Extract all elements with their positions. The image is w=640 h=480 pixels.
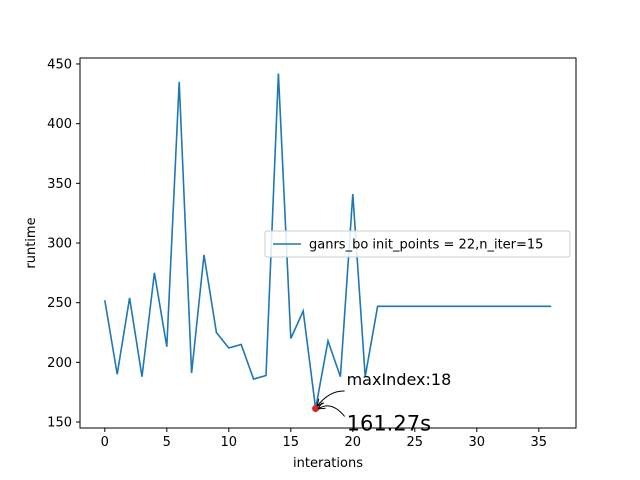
max-point-marker <box>312 405 320 413</box>
y-axis-label: runtime <box>24 217 39 268</box>
annotation-maxindex: maxIndex:18 <box>347 370 452 389</box>
x-axis-label: interations <box>293 456 363 471</box>
y-tick-label: 150 <box>47 416 72 431</box>
x-tick-label: 15 <box>283 435 300 450</box>
x-tick-label: 30 <box>469 435 486 450</box>
x-tick-label: 25 <box>407 435 424 450</box>
annotation-arrow-maxindex <box>318 390 345 406</box>
y-tick-label: 250 <box>47 296 72 311</box>
legend: ganrs_bo init_points = 22,n_iter=15 <box>264 230 571 258</box>
legend-box <box>264 230 571 258</box>
x-tick-label: 10 <box>221 435 238 450</box>
x-tick-label: 5 <box>163 435 171 450</box>
y-tick-label: 350 <box>47 177 72 192</box>
y-axis-ticks: 150 200 250 300 350 400 450 <box>47 57 80 431</box>
x-tick-label: 20 <box>345 435 362 450</box>
y-tick-label: 400 <box>47 117 72 132</box>
x-tick-label: 35 <box>531 435 548 450</box>
y-tick-label: 300 <box>47 237 72 252</box>
x-tick-label: 0 <box>101 435 109 450</box>
annotation-value: 161.27s <box>347 411 431 435</box>
series-line <box>104 73 552 409</box>
y-tick-label: 450 <box>47 57 72 72</box>
annotation-arrow-value <box>319 406 345 417</box>
legend-label: ganrs_bo init_points = 22,n_iter=15 <box>309 238 543 253</box>
x-axis-ticks: 0 5 10 15 20 25 30 35 <box>101 428 547 450</box>
y-tick-label: 200 <box>47 356 72 371</box>
